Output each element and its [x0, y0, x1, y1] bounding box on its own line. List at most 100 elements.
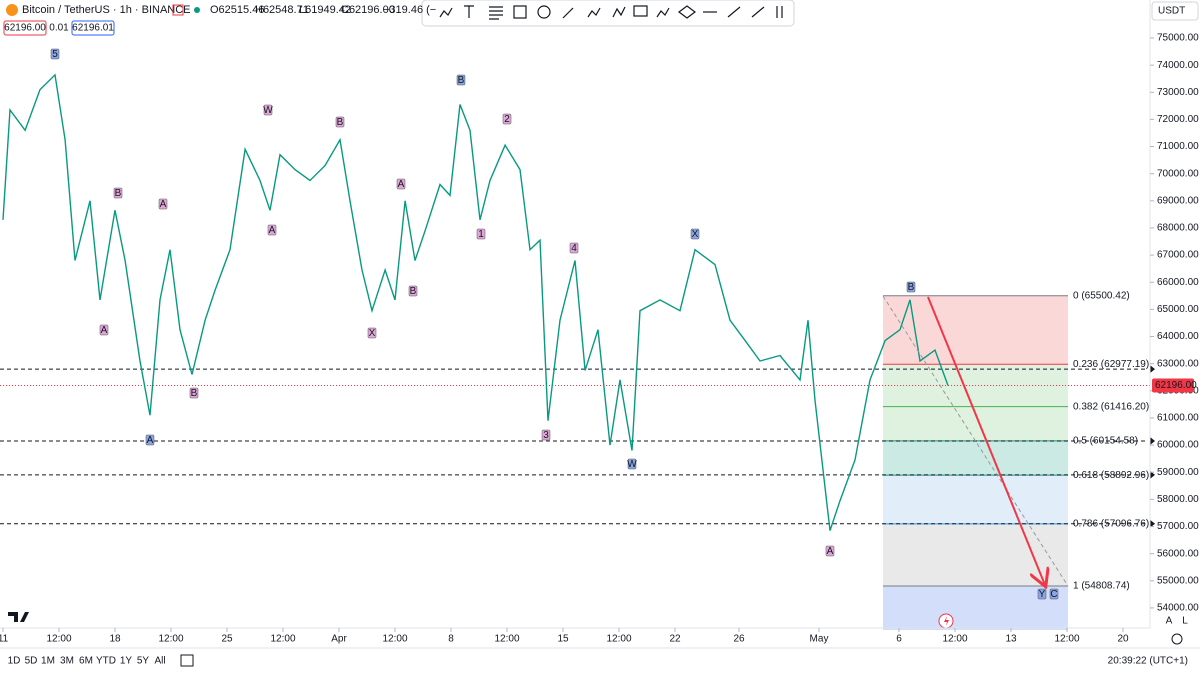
level-arrow [1150, 437, 1155, 446]
wave-label: X [692, 229, 699, 240]
timeframe[interactable]: All [154, 656, 165, 667]
time-axis: 11 12:00 18 12:00 25 12:00 Apr 12:00 8 12:00 15 12:… [0, 628, 1129, 645]
timeframe[interactable]: 3M [60, 656, 74, 667]
x-tick-label: 12:00 [158, 634, 183, 645]
wave-label: B [337, 117, 344, 128]
buy-price: 62196.01 [72, 23, 114, 34]
wave-box [627, 458, 637, 470]
price-line [2, 73, 949, 531]
wave-label: A [269, 225, 276, 236]
low: L61949.42 [299, 4, 351, 16]
drawing-toolbar[interactable] [421, 0, 795, 27]
wave-label: B [191, 388, 198, 399]
wave-box [367, 327, 377, 339]
wave-label: 1 [478, 229, 484, 240]
wave-label: 3 [543, 430, 549, 441]
currency-button[interactable] [1151, 1, 1199, 21]
plot [0, 73, 1150, 531]
wave-box [335, 116, 345, 128]
last-price-label: 62196.00 [1155, 380, 1197, 391]
wave-box [267, 224, 277, 236]
fib-label: 0 (65500.42) [1073, 290, 1130, 301]
fib-label: 1 (54808.74) [1073, 581, 1130, 592]
wave-label: B [458, 75, 465, 86]
x-tick-label: 25 [221, 634, 233, 645]
wave-label: C [1050, 589, 1057, 600]
timeframe[interactable]: 1D [8, 656, 21, 667]
timeframe[interactable]: 5Y [137, 656, 150, 667]
x-tick-label: Apr [331, 634, 347, 645]
wave-box [906, 281, 916, 293]
x-tick-label: 13 [1005, 634, 1017, 645]
x-tick-label: 12:00 [942, 634, 967, 645]
wave-label: W [263, 105, 273, 116]
y-tick-label: 74000.00 [1157, 60, 1199, 71]
timeframes: 1D 5D 1M 3M 6M YTD 1Y 5Y All [8, 656, 166, 667]
fib-trendline [882, 295, 1069, 587]
buy-button[interactable] [71, 20, 115, 36]
wave-box [113, 187, 123, 199]
log-scale[interactable]: L [1182, 616, 1188, 627]
x-tick-label: 22 [669, 634, 681, 645]
y-tick-label: 55000.00 [1157, 575, 1199, 586]
y-tick-label: 72000.00 [1157, 114, 1199, 125]
wave-box [263, 104, 273, 116]
calendar-icon[interactable] [180, 654, 194, 667]
wave-box [158, 198, 168, 210]
y-tick-label: 68000.00 [1157, 223, 1199, 234]
flag[interactable] [172, 4, 184, 16]
fib-zone [883, 295, 1068, 365]
sell-button[interactable] [3, 20, 47, 36]
y-tick-label: 73000.00 [1157, 87, 1199, 98]
last-price-tag [1152, 378, 1194, 393]
wave-label: A [101, 325, 108, 336]
wave-box [1049, 588, 1059, 600]
y-tick-label: 63000.00 [1157, 358, 1199, 369]
timeframe[interactable]: 1Y [120, 656, 133, 667]
auto-scale[interactable]: A [1166, 616, 1173, 627]
x-tick-label: 6 [896, 634, 902, 645]
settings-icon[interactable] [1171, 633, 1183, 645]
x-tick-label: 8 [448, 634, 454, 645]
fib-zone [883, 475, 1068, 524]
x-tick-label: 12:00 [46, 634, 71, 645]
timeframe[interactable]: 5D [25, 656, 38, 667]
wave-box [189, 387, 199, 399]
wave-label: X [369, 328, 376, 339]
levels [0, 365, 1155, 528]
timeframe[interactable]: 1M [41, 656, 55, 667]
x-tick-label: 12:00 [270, 634, 295, 645]
wave-box [408, 285, 418, 297]
timeframe[interactable]: 6M [79, 656, 93, 667]
x-tick-label: 12:00 [494, 634, 519, 645]
y-tick-label: 67000.00 [1157, 250, 1199, 261]
fib-label: 0.618 (58892.96) [1073, 470, 1149, 481]
level-arrow [1150, 365, 1155, 374]
wave-box [1037, 588, 1047, 600]
y-tick-label: 64000.00 [1157, 331, 1199, 342]
high: H62548.71 [255, 4, 309, 16]
market-status [194, 7, 200, 13]
timeframe[interactable]: YTD [96, 656, 116, 667]
wave-label: B [908, 282, 915, 293]
toolbar-icons [439, 5, 783, 20]
wave-box [456, 74, 466, 86]
sell-price: 62196.00 [4, 23, 46, 34]
y-tick-label: 58000.00 [1157, 494, 1199, 505]
y-tick-label: 71000.00 [1157, 141, 1199, 152]
wave-labels: 5 B A A A B W A B X A B B 1 2 3 4 W X A B Y C [50, 48, 1059, 600]
wave-box [825, 545, 835, 557]
wave-label: A [827, 546, 834, 557]
currency: USDT [1158, 6, 1185, 17]
symbol[interactable]: Bitcoin / TetherUS · 1h · BINANCE [22, 4, 191, 16]
fib-zone [883, 523, 1068, 586]
y-tick-label: 75000.00 [1157, 33, 1199, 44]
symbol-icon [6, 4, 18, 16]
toolbar-bg [421, 0, 795, 27]
wave-label: Y [1039, 589, 1046, 600]
y-tick-label: 69000.00 [1157, 195, 1199, 206]
y-tick-label: 60000.00 [1157, 440, 1199, 451]
wave-label: W [627, 459, 637, 470]
